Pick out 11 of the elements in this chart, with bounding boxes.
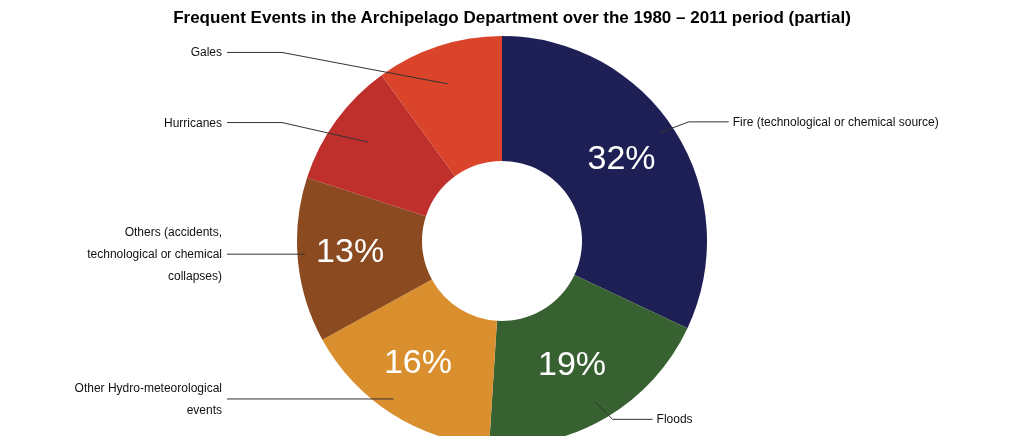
slice-label: Other Hydro-meteorological events (74, 380, 222, 417)
slice-label: Floods (656, 412, 693, 427)
data-label: 13% (316, 230, 385, 269)
slice-label: Others (accidents, technological or chemical collapses) (87, 225, 222, 284)
chart-title: Frequent Events in the Archipelago Department over the 1980 – 2011 period (partial) (172, 8, 852, 28)
slice-label: Fire (technological or chemical source) (732, 114, 939, 129)
slice-label: Gales (190, 45, 222, 60)
slice-label: Hurricanes (163, 115, 222, 130)
data-label: 19% (538, 343, 607, 382)
data-label: 16% (383, 341, 452, 380)
data-label: 32% (587, 137, 656, 176)
